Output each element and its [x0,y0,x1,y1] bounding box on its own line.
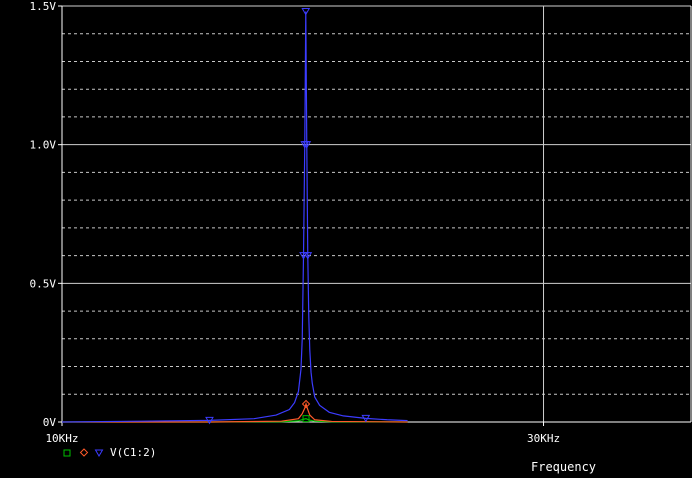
series-point-marker [299,252,308,260]
series-point-marker [301,399,311,409]
series-group [62,399,408,423]
x-tick-label: 30KHz [527,432,560,445]
series-point-marker [361,414,371,423]
legend-triangle-marker [94,449,104,457]
y-tick-label: 0V [43,416,57,429]
x-axis-label: Frequency [531,460,596,474]
y-tick-label: 1.5V [30,0,57,13]
legend-square-marker [63,449,71,457]
series-point-marker [205,416,214,425]
series-line [62,401,408,423]
series-line [61,11,408,423]
series-group [61,8,408,425]
series-point-marker [303,252,313,260]
legend: V(C1:2) [63,446,156,459]
series-point-marker [301,8,311,16]
y-tick-label: 1.0V [30,139,57,152]
series-point-marker [302,415,310,423]
legend-diamond-marker [79,448,89,457]
y-tick-label: 0.5V [30,277,57,290]
series-layer [61,8,408,425]
series-point-marker [302,141,312,149]
tick-labels: 0V 0.5V 1.0V 1.5V 10KHz 30KHz [30,0,561,445]
legend-label: V(C1:2) [110,446,156,459]
x-tick-label: 10KHz [45,432,78,445]
